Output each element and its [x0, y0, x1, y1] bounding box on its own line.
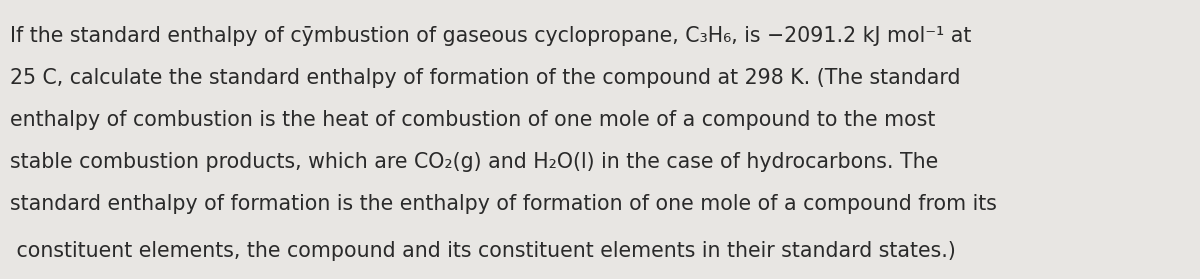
Text: enthalpy of combustion is the heat of combustion of one mole of a compound to th: enthalpy of combustion is the heat of co…	[10, 110, 935, 130]
Text: 25 C, calculate the standard enthalpy of formation of the compound at 298 K. (Th: 25 C, calculate the standard enthalpy of…	[10, 68, 960, 88]
Text: standard enthalpy of formation is the enthalpy of formation of one mole of a com: standard enthalpy of formation is the en…	[10, 194, 996, 214]
Text: stable combustion products, which are CO₂(g) and H₂O(l) in the case of hydrocarb: stable combustion products, which are CO…	[10, 152, 938, 172]
Text: constituent elements, the compound and its constituent elements in their standar: constituent elements, the compound and i…	[10, 241, 955, 261]
Text: If the standard enthalpy of cȳmbustion of gaseous cyclopropane, C₃H₆, is −2091.2: If the standard enthalpy of cȳmbustion o…	[10, 26, 971, 46]
